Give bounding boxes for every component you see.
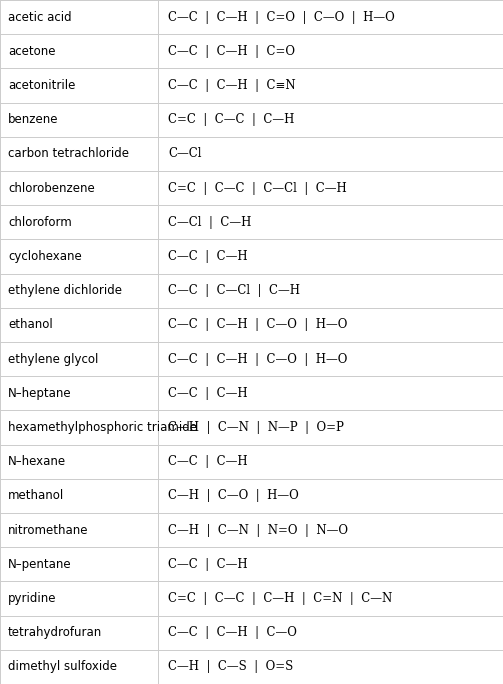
Text: C—C  |  C—H  |  C≡N: C—C | C—H | C≡N — [168, 79, 296, 92]
Text: C—C  |  C—H: C—C | C—H — [168, 455, 247, 469]
Text: C—Cl  |  C—H: C—Cl | C—H — [168, 215, 252, 229]
Text: methanol: methanol — [8, 489, 64, 503]
Text: C—C  |  C—H  |  C—O: C—C | C—H | C—O — [168, 626, 297, 640]
Text: C—C  |  C—H: C—C | C—H — [168, 250, 247, 263]
Text: hexamethylphosphoric triamide: hexamethylphosphoric triamide — [8, 421, 197, 434]
Text: C—H  |  C—S  |  O=S: C—H | C—S | O=S — [168, 660, 293, 674]
Text: chloroform: chloroform — [8, 215, 72, 229]
Text: C—C  |  C—H  |  C—O  |  H—O: C—C | C—H | C—O | H—O — [168, 352, 348, 366]
Text: C—H  |  C—N  |  N—P  |  O=P: C—H | C—N | N—P | O=P — [168, 421, 344, 434]
Text: ethanol: ethanol — [8, 318, 53, 332]
Text: dimethyl sulfoxide: dimethyl sulfoxide — [8, 660, 117, 674]
Text: carbon tetrachloride: carbon tetrachloride — [8, 147, 129, 161]
Text: nitromethane: nitromethane — [8, 523, 89, 537]
Text: C—C  |  C—H  |  C=O  |  C—O  |  H—O: C—C | C—H | C=O | C—O | H—O — [168, 10, 395, 24]
Text: C=C  |  C—C  |  C—Cl  |  C—H: C=C | C—C | C—Cl | C—H — [168, 181, 347, 195]
Text: tetrahydrofuran: tetrahydrofuran — [8, 626, 102, 640]
Text: N–pentane: N–pentane — [8, 557, 71, 571]
Text: ethylene dichloride: ethylene dichloride — [8, 284, 122, 298]
Text: N–hexane: N–hexane — [8, 455, 66, 469]
Text: C—Cl: C—Cl — [168, 147, 202, 161]
Text: C=C  |  C—C  |  C—H  |  C=N  |  C—N: C=C | C—C | C—H | C=N | C—N — [168, 592, 392, 605]
Text: cyclohexane: cyclohexane — [8, 250, 82, 263]
Text: C=C  |  C—C  |  C—H: C=C | C—C | C—H — [168, 113, 294, 127]
Text: pyridine: pyridine — [8, 592, 56, 605]
Text: acetic acid: acetic acid — [8, 10, 71, 24]
Text: acetone: acetone — [8, 44, 55, 58]
Text: C—C  |  C—H: C—C | C—H — [168, 386, 247, 400]
Text: C—H  |  C—O  |  H—O: C—H | C—O | H—O — [168, 489, 299, 503]
Text: benzene: benzene — [8, 113, 58, 127]
Text: C—C  |  C—H  |  C=O: C—C | C—H | C=O — [168, 44, 295, 58]
Text: C—H  |  C—N  |  N=O  |  N—O: C—H | C—N | N=O | N—O — [168, 523, 348, 537]
Text: N–heptane: N–heptane — [8, 386, 71, 400]
Text: acetonitrile: acetonitrile — [8, 79, 75, 92]
Text: ethylene glycol: ethylene glycol — [8, 352, 99, 366]
Text: C—C  |  C—H: C—C | C—H — [168, 557, 247, 571]
Text: chlorobenzene: chlorobenzene — [8, 181, 95, 195]
Text: C—C  |  C—Cl  |  C—H: C—C | C—Cl | C—H — [168, 284, 300, 298]
Text: C—C  |  C—H  |  C—O  |  H—O: C—C | C—H | C—O | H—O — [168, 318, 348, 332]
